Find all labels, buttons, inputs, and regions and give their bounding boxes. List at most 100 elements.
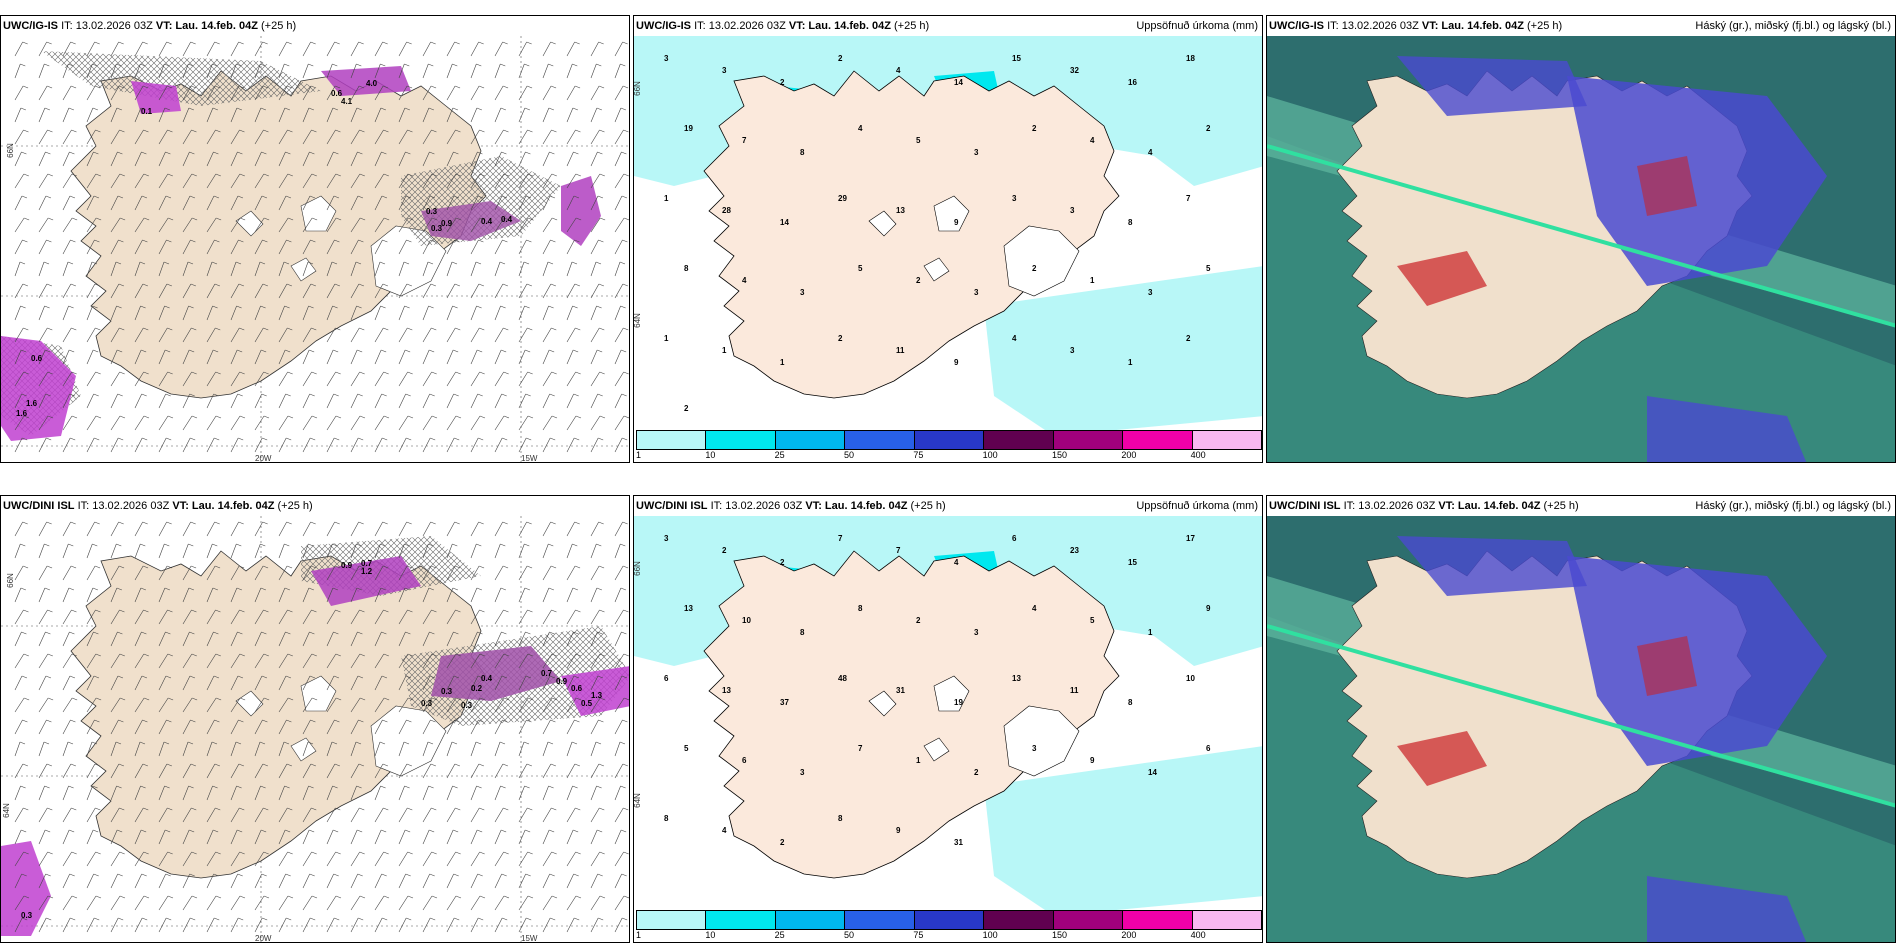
wind-barb-flag bbox=[96, 217, 102, 221]
wind-barb-flag bbox=[164, 63, 170, 67]
wind-barb bbox=[158, 829, 166, 845]
wind-barb bbox=[278, 719, 287, 735]
wind-barb-flag bbox=[455, 895, 462, 899]
wind-barb-flag bbox=[261, 829, 267, 833]
wind-barb-flag bbox=[236, 107, 242, 111]
wind-barb bbox=[158, 631, 166, 647]
wind-barb bbox=[14, 195, 23, 211]
wind-barb bbox=[350, 521, 359, 537]
wind-barb bbox=[398, 587, 406, 603]
cloud-core bbox=[1397, 731, 1487, 786]
wind-barb-flag bbox=[44, 107, 50, 111]
wind-barb bbox=[350, 675, 359, 691]
wind-barb bbox=[350, 217, 361, 233]
wind-barb-flag bbox=[454, 437, 460, 441]
wind-barb-flag bbox=[141, 195, 148, 199]
wind-barb-flag bbox=[501, 195, 508, 199]
wind-barb-flag bbox=[500, 63, 506, 67]
wind-barb bbox=[206, 785, 213, 801]
wind-barb bbox=[446, 697, 457, 713]
wind-barb-flag bbox=[550, 719, 556, 723]
wind-barb bbox=[518, 173, 529, 189]
wind-barb bbox=[542, 829, 550, 845]
wind-barb bbox=[86, 653, 97, 669]
precip-legend bbox=[636, 430, 1262, 450]
wind-barb bbox=[566, 129, 576, 145]
wind-barb bbox=[566, 327, 576, 343]
wind-barb bbox=[38, 371, 48, 387]
wind-barb-flag bbox=[92, 587, 98, 591]
wind-barb-flag bbox=[597, 675, 604, 679]
wind-barb-flag bbox=[503, 173, 509, 177]
wind-barb bbox=[278, 543, 285, 559]
wind-barb bbox=[14, 807, 24, 823]
wind-barb-flag bbox=[335, 653, 341, 657]
wind-barb-flag bbox=[476, 543, 482, 547]
wind-barb-flag bbox=[479, 851, 485, 855]
wind-barb-flag bbox=[503, 895, 510, 899]
wind-barb bbox=[182, 719, 191, 735]
wind-barb bbox=[398, 763, 408, 779]
wind-barb bbox=[302, 305, 309, 321]
wind-barb-flag bbox=[283, 261, 290, 265]
wind-barb-flag bbox=[286, 85, 293, 89]
wind-barb-flag bbox=[117, 631, 123, 635]
wind-barb-flag bbox=[164, 305, 170, 309]
wind-barb-flag bbox=[284, 305, 290, 309]
wind-value-label: 0.1 bbox=[141, 107, 153, 116]
precip-value-label: 3 bbox=[974, 148, 979, 157]
lat-label: 66N bbox=[633, 81, 642, 96]
wind-barb-flag bbox=[310, 239, 316, 243]
wind-barb-flag bbox=[46, 85, 53, 89]
wind-barb bbox=[614, 305, 621, 321]
wind-barb bbox=[182, 543, 189, 559]
legend-tick: 150 bbox=[1052, 450, 1068, 460]
wind-barb-flag bbox=[143, 895, 150, 899]
wind-barb bbox=[494, 63, 501, 79]
wind-barb bbox=[230, 609, 240, 625]
wind-barb bbox=[326, 195, 335, 211]
wind-barb-flag bbox=[95, 327, 101, 331]
wind-barb-flag bbox=[164, 107, 170, 111]
wind-barb-flag bbox=[478, 283, 484, 287]
wind-barb bbox=[398, 631, 406, 647]
wind-barb-flag bbox=[574, 763, 580, 767]
precip-value-label: 8 bbox=[838, 814, 843, 823]
wind-barb-flag bbox=[405, 675, 412, 679]
wind-barb bbox=[374, 675, 383, 691]
wind-barb-flag bbox=[119, 807, 125, 811]
wind-barb-flag bbox=[360, 697, 366, 701]
wind-barb bbox=[14, 631, 22, 647]
wind-barb bbox=[494, 565, 504, 581]
wind-barb bbox=[590, 129, 600, 145]
wind-barb bbox=[542, 239, 551, 255]
wind-barb-flag bbox=[619, 741, 626, 745]
wind-barb-flag bbox=[431, 807, 437, 811]
wind-barb bbox=[158, 587, 166, 603]
wind-barb bbox=[302, 437, 311, 453]
wind-barb-flag bbox=[334, 719, 340, 723]
wind-barb-flag bbox=[357, 349, 363, 353]
wind-barb bbox=[278, 917, 287, 933]
wind-barb bbox=[422, 829, 430, 845]
wind-barb-flag bbox=[70, 437, 76, 441]
wind-barb-flag bbox=[215, 173, 221, 177]
wind-barb-flag bbox=[526, 565, 533, 569]
wind-barb bbox=[542, 741, 549, 757]
wind-barb-flag bbox=[334, 437, 340, 441]
precip-value-label: 4 bbox=[954, 558, 959, 567]
wind-barb bbox=[14, 653, 25, 669]
wind-barb bbox=[278, 587, 286, 603]
wind-barb-flag bbox=[144, 697, 150, 701]
wind-barb bbox=[302, 283, 312, 299]
wind-barb bbox=[590, 393, 598, 409]
wind-barb bbox=[398, 697, 409, 713]
wind-barb-flag bbox=[334, 917, 340, 921]
wind-barb-flag bbox=[70, 41, 76, 45]
wind-barb bbox=[542, 305, 549, 321]
wind-barb-flag bbox=[428, 785, 434, 789]
wind-barb-flag bbox=[455, 129, 461, 133]
wind-barb bbox=[182, 851, 192, 867]
wind-barb bbox=[326, 653, 337, 669]
wind-barb bbox=[182, 393, 190, 409]
